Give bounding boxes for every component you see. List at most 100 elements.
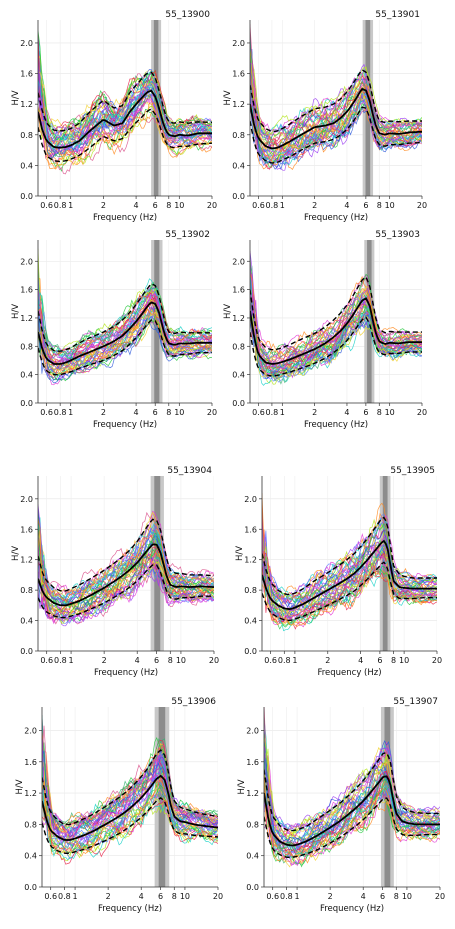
lower-std-curve bbox=[38, 564, 214, 619]
y-tick-label: 0.0 bbox=[244, 647, 257, 656]
window-curve bbox=[264, 758, 440, 846]
window-curve bbox=[250, 265, 422, 355]
y-tick-label: 1.2 bbox=[244, 556, 257, 565]
y-tick-label: 1.6 bbox=[232, 70, 245, 79]
x-tick-label: 0.6 bbox=[252, 408, 265, 417]
x-axis-label: Frequency (Hz) bbox=[317, 668, 381, 678]
x-axis-label: Frequency (Hz) bbox=[320, 904, 384, 914]
window-curve bbox=[250, 66, 422, 167]
y-tick-label: 1.6 bbox=[20, 286, 33, 295]
x-tick-label: 10 bbox=[399, 656, 409, 665]
y-tick-label: 1.2 bbox=[20, 314, 33, 323]
mean-hv-curve bbox=[38, 89, 212, 149]
y-axis-label: H/V bbox=[237, 779, 247, 794]
x-tick-label: 8 bbox=[377, 408, 382, 417]
mean-hv-curve bbox=[42, 774, 218, 841]
x-tick-label: 0.6 bbox=[252, 201, 265, 210]
x-tick-label: 1 bbox=[280, 408, 285, 417]
y-tick-label: 0.4 bbox=[20, 617, 33, 626]
chart-panel-55_13906: 0.00.40.81.21.62.00.6 0.8 1 2 4 6 8 10 20Frequen… bbox=[15, 697, 223, 914]
chart-panel-55_13905: 0.00.40.81.21.62.00.6 0.8 1 2 4 6 8 10 20Frequen… bbox=[235, 466, 442, 678]
lower-std-curve bbox=[42, 797, 218, 854]
panel-title: 55_13906 bbox=[171, 697, 216, 707]
y-tick-label: 0.0 bbox=[20, 192, 33, 201]
window-curve bbox=[250, 55, 422, 168]
x-tick-label: 6 bbox=[380, 892, 385, 901]
y-axis-label: H/V bbox=[223, 90, 233, 105]
x-tick-label: 2 bbox=[102, 656, 107, 665]
x-tick-label: 20 bbox=[435, 892, 445, 901]
x-tick-label: 8 bbox=[377, 201, 382, 210]
window-curve bbox=[250, 58, 422, 141]
x-axis-label: Frequency (Hz) bbox=[304, 420, 368, 430]
window-curve bbox=[262, 493, 437, 603]
window-curve bbox=[262, 541, 437, 612]
x-axis-label: Frequency (Hz) bbox=[93, 420, 157, 430]
y-axis-label: H/V bbox=[11, 304, 21, 319]
x-tick-label: 6 bbox=[363, 201, 368, 210]
panel-title: 55_13905 bbox=[390, 466, 435, 476]
window-curve bbox=[38, 517, 214, 607]
window-curve bbox=[264, 707, 440, 833]
x-tick-label: 8 bbox=[166, 408, 171, 417]
window-curve bbox=[250, 63, 422, 142]
window-curve bbox=[38, 111, 212, 175]
y-tick-label: 0.4 bbox=[232, 161, 245, 170]
y-tick-label: 1.6 bbox=[246, 758, 259, 767]
chart-panel-55_13903: 0.00.40.81.21.62.00.6 0.8 1 2 4 6 8 10 20Frequen… bbox=[223, 230, 427, 430]
plot-area bbox=[38, 476, 214, 651]
chart-panel-55_13904: 0.00.40.81.21.62.00.6 0.8 1 2 4 6 8 10 20Frequen… bbox=[11, 466, 219, 678]
y-axis-label: H/V bbox=[15, 779, 25, 794]
y-tick-label: 1.6 bbox=[244, 525, 257, 534]
x-tick-label: 8 bbox=[168, 656, 173, 665]
x-tick-label: 0.6 bbox=[264, 656, 277, 665]
window-curve bbox=[250, 250, 422, 364]
y-tick-label: 1.2 bbox=[24, 789, 37, 798]
y-tick-label: 2.0 bbox=[24, 726, 37, 735]
x-tick-label: 1 bbox=[280, 201, 285, 210]
y-tick-label: 1.6 bbox=[24, 758, 37, 767]
mean-hv-curve bbox=[250, 87, 422, 150]
upper-std-curve bbox=[262, 516, 437, 596]
window-curve bbox=[264, 743, 440, 859]
x-tick-label: 20 bbox=[432, 656, 442, 665]
y-tick-label: 0.4 bbox=[246, 852, 259, 861]
chart-panel-55_13901: 0.00.40.81.21.62.00.6 0.8 1 2 4 6 8 10 20Frequen… bbox=[223, 10, 427, 223]
x-tick-label: 6 bbox=[153, 201, 158, 210]
plot-area bbox=[38, 240, 212, 403]
window-curve bbox=[38, 551, 214, 624]
x-tick-label: 0.6 bbox=[40, 408, 53, 417]
y-tick-label: 0.8 bbox=[244, 586, 257, 595]
y-axis-label: H/V bbox=[11, 546, 21, 561]
y-tick-label: 1.2 bbox=[20, 100, 33, 109]
window-curve bbox=[38, 31, 212, 144]
y-tick-label: 0.0 bbox=[20, 399, 33, 408]
y-tick-label: 0.8 bbox=[20, 342, 33, 351]
y-tick-label: 0.8 bbox=[246, 820, 259, 829]
y-tick-label: 2.0 bbox=[232, 257, 245, 266]
window-curve bbox=[262, 525, 437, 619]
mean-hv-curve bbox=[38, 543, 214, 607]
x-tick-label: 6 bbox=[363, 408, 368, 417]
window-curve bbox=[38, 30, 212, 141]
window-curve bbox=[38, 307, 212, 376]
x-tick-label: 6 bbox=[153, 408, 158, 417]
x-tick-label: 2 bbox=[312, 408, 317, 417]
x-tick-label: 10 bbox=[402, 892, 412, 901]
window-curve bbox=[38, 316, 212, 382]
window-curve bbox=[42, 779, 218, 853]
y-tick-label: 0.8 bbox=[232, 342, 245, 351]
x-tick-label: 0.8 bbox=[266, 408, 279, 417]
y-tick-label: 0.4 bbox=[20, 161, 33, 170]
y-tick-label: 2.0 bbox=[232, 39, 245, 48]
window-curve bbox=[42, 793, 218, 859]
x-tick-label: 20 bbox=[207, 408, 217, 417]
x-tick-label: 2 bbox=[328, 892, 333, 901]
x-tick-label: 10 bbox=[174, 408, 184, 417]
y-tick-label: 0.8 bbox=[20, 131, 33, 140]
x-tick-label: 0.6 bbox=[266, 892, 279, 901]
y-tick-label: 1.6 bbox=[20, 525, 33, 534]
y-tick-label: 0.8 bbox=[232, 131, 245, 140]
y-tick-label: 1.2 bbox=[246, 789, 259, 798]
